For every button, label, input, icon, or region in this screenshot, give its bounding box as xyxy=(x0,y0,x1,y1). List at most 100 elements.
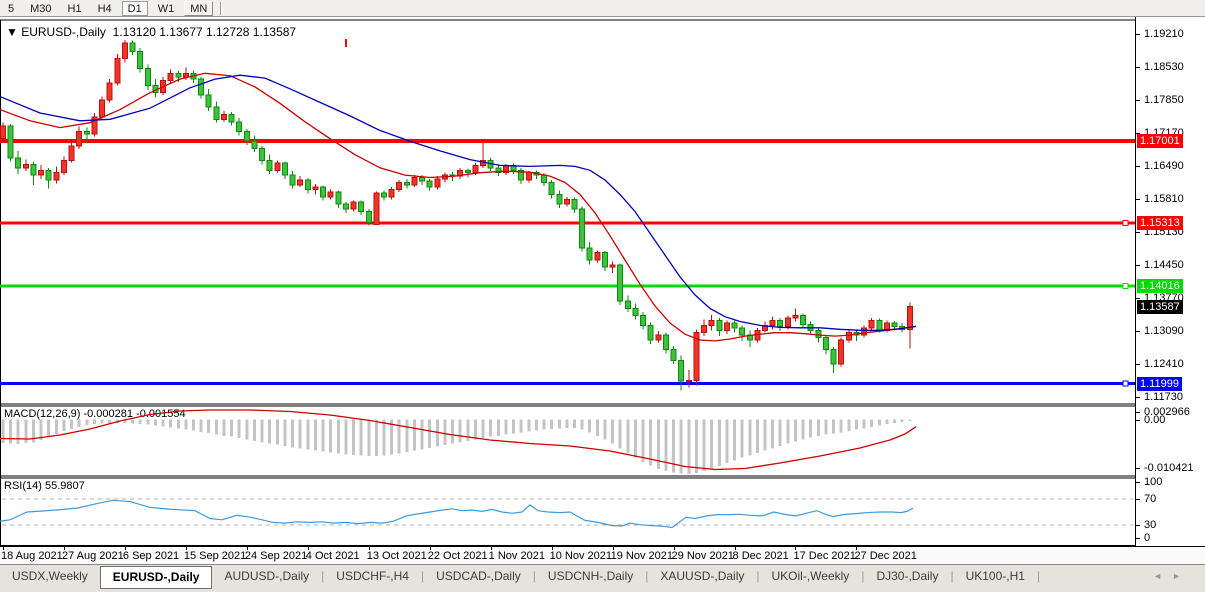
chart-tab-usdx-weekly[interactable]: USDX,Weekly xyxy=(12,569,88,583)
macd-histogram-bar xyxy=(519,419,523,433)
macd-histogram-bar xyxy=(92,419,96,425)
candle-body xyxy=(731,322,738,329)
macd-histogram-bar xyxy=(397,419,401,454)
candle-body xyxy=(182,72,189,78)
chart-tab-usdchf-h4[interactable]: USDCHF-,H4 xyxy=(336,569,409,583)
chart-tab-xauusd-daily[interactable]: XAUUSD-,Daily xyxy=(660,569,745,583)
date-label: 24 Sep 2021 xyxy=(244,550,308,562)
line-handle[interactable] xyxy=(1122,282,1129,289)
candle-body xyxy=(7,125,14,159)
macd-histogram-bar xyxy=(291,419,295,448)
macd-histogram-bar xyxy=(252,419,256,441)
chart-tab-usdcad-daily[interactable]: USDCAD-,Daily xyxy=(436,569,521,583)
timeframe-button-mn[interactable]: MN xyxy=(184,0,214,16)
candle-body xyxy=(289,174,296,186)
macd-histogram-bar xyxy=(405,419,409,453)
line-handle[interactable] xyxy=(1122,380,1129,387)
chart-canvas[interactable] xyxy=(0,17,1135,546)
macd-histogram-bar xyxy=(138,419,142,425)
axis-tick xyxy=(1136,363,1140,365)
chart-tab-audusd-daily[interactable]: AUDUSD-,Daily xyxy=(224,569,310,583)
macd-histogram-bar xyxy=(466,419,470,441)
candle-body xyxy=(396,181,403,191)
candle-body xyxy=(281,162,288,176)
chart-tab-usdcnh-daily[interactable]: USDCNH-,Daily xyxy=(547,569,634,583)
candle-body xyxy=(266,160,273,171)
macd-histogram-bar xyxy=(54,419,58,434)
date-tick xyxy=(246,547,248,550)
chart-title: ▼ EURUSD-,Daily 1.13120 1.13677 1.12728 … xyxy=(6,25,296,39)
macd-histogram-bar xyxy=(24,419,28,444)
chart-tab-uk100-h1[interactable]: UK100-,H1 xyxy=(965,569,1025,583)
macd-axis-zero: 0.00 xyxy=(1144,413,1166,426)
timeframe-button-5[interactable]: 5 xyxy=(8,2,15,15)
candle-body xyxy=(701,324,708,334)
candle-body xyxy=(708,320,715,326)
candle-body xyxy=(129,42,136,52)
chart-tab-dj30-daily[interactable]: DJ30-,Daily xyxy=(876,569,939,583)
axis-tick xyxy=(1136,330,1140,332)
candle-body xyxy=(586,247,593,261)
candle-body xyxy=(662,334,669,351)
macd-histogram-bar xyxy=(428,419,432,448)
candle-body xyxy=(68,145,75,162)
date-label: 18 Aug 2021 xyxy=(1,550,63,562)
macd-histogram-bar xyxy=(222,419,226,436)
candle-body xyxy=(670,349,677,361)
chart-dropdown-icon[interactable]: ▼ xyxy=(6,25,22,39)
macd-histogram-bar xyxy=(580,419,584,430)
chart-symbol-label: EURUSD-,Daily xyxy=(21,25,106,39)
macd-histogram-bar xyxy=(214,419,218,435)
date-label: 8 Dec 2021 xyxy=(732,550,789,562)
axis-tick xyxy=(1136,538,1140,539)
macd-histogram-bar xyxy=(664,419,668,472)
macd-histogram-bar xyxy=(778,419,782,447)
macd-histogram-bar xyxy=(420,419,424,450)
macd-histogram-bar xyxy=(62,419,66,432)
macd-histogram-bar xyxy=(893,419,897,424)
timeframe-button-w1[interactable]: W1 xyxy=(157,2,175,15)
macd-histogram-bar xyxy=(725,419,729,464)
axis-tick xyxy=(1136,231,1140,233)
tab-scroll-arrows[interactable]: ◄► xyxy=(1153,571,1191,581)
candle-body xyxy=(800,315,807,325)
macd-histogram-bar xyxy=(633,419,637,458)
macd-histogram-bar xyxy=(824,419,828,435)
timeframe-button-h4[interactable]: H4 xyxy=(97,2,112,15)
candle-body xyxy=(381,192,387,198)
macd-histogram-bar xyxy=(733,419,737,461)
tab-separator: | xyxy=(532,569,536,583)
price-tick-label: 1.18530 xyxy=(1144,60,1184,73)
timeframe-button-d1[interactable]: D1 xyxy=(121,0,148,16)
macd-histogram-bar xyxy=(352,419,356,455)
chart-ohlc-values: 1.13120 1.13677 1.12728 1.13587 xyxy=(112,25,297,39)
timeframe-button-h1[interactable]: H1 xyxy=(67,2,82,15)
macd-signal-line xyxy=(0,409,917,471)
macd-histogram-bar xyxy=(412,419,416,451)
macd-histogram-bar xyxy=(877,419,881,426)
candle-body xyxy=(640,315,647,326)
macd-histogram-bar xyxy=(588,419,592,433)
chart-area[interactable]: ▼ EURUSD-,Daily 1.13120 1.13677 1.12728 … xyxy=(0,17,1135,546)
line-handle[interactable] xyxy=(1122,219,1129,226)
chart-tab-ukoil-weekly[interactable]: UKOil-,Weekly xyxy=(771,569,850,583)
macd-histogram-bar xyxy=(717,419,721,467)
macd-histogram-bar xyxy=(283,419,287,447)
chart-tab-eurusd-daily[interactable]: EURUSD-,Daily xyxy=(99,566,213,589)
macd-histogram-bar xyxy=(504,419,508,435)
candle-body xyxy=(213,106,220,120)
rsi-axis-30: 30 xyxy=(1144,519,1157,531)
macd-axis-max: 0.002966 xyxy=(1144,406,1190,418)
tab-scroll-right-icon[interactable]: ► xyxy=(1172,571,1191,581)
macd-indicator-label: MACD(12,26,9) -0.000281 -0.001554 xyxy=(4,408,186,420)
candle-body xyxy=(541,174,548,183)
axis-tick xyxy=(1136,419,1140,421)
macd-histogram-bar xyxy=(847,419,851,432)
axis-tick xyxy=(1136,66,1140,68)
macd-histogram-bar xyxy=(573,419,576,428)
tab-separator: | xyxy=(1036,569,1041,583)
tab-scroll-left-icon[interactable]: ◄ xyxy=(1153,571,1173,581)
timeframe-button-m30[interactable]: M30 xyxy=(30,2,52,15)
candle-body xyxy=(106,82,113,101)
candle-body xyxy=(845,332,852,341)
